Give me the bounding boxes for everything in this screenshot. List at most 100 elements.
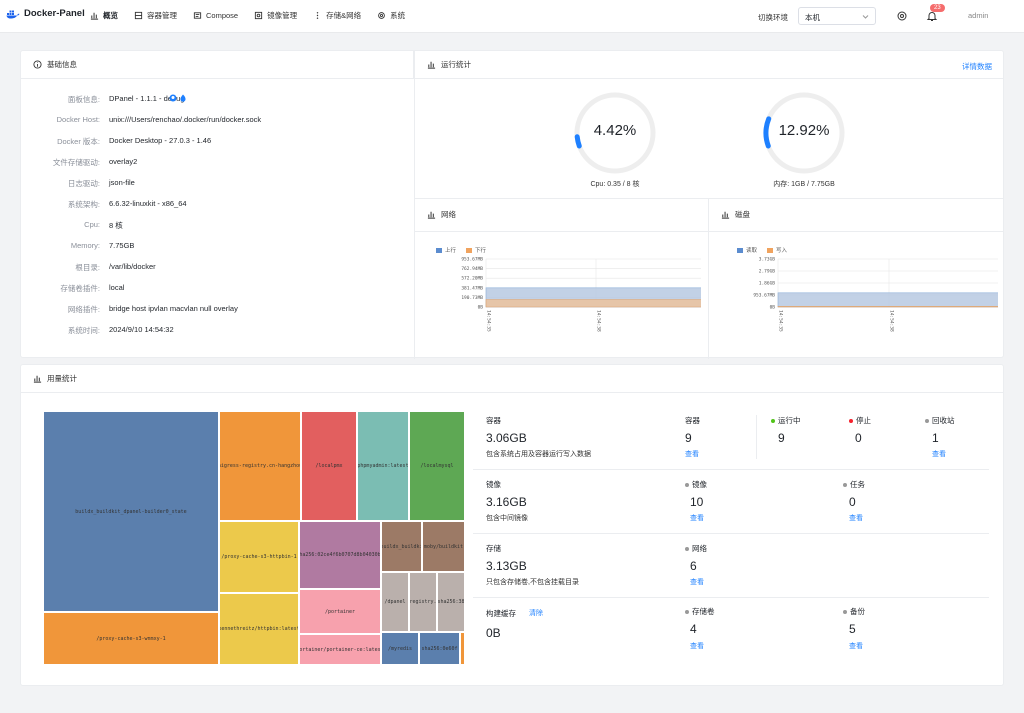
info-icon [33, 60, 42, 69]
nav-containers[interactable]: 容器管理 [134, 10, 177, 21]
nav-overview[interactable]: 概览 [90, 10, 118, 21]
details-link[interactable]: 详情数据 [962, 62, 992, 71]
x-tick-label: 14:54:38 [596, 310, 602, 332]
info-row: 存储卷插件: local [21, 283, 411, 295]
series-area-读取 [777, 292, 998, 308]
treemap-cell[interactable]: sha256:0e60f [419, 632, 460, 665]
info-value: 7.75GB [109, 241, 135, 250]
bar-chart-icon [721, 211, 730, 219]
treemap-cell[interactable]: buildx_buildkit_dpanel-builder0_state [43, 411, 219, 612]
settings-icon [378, 12, 385, 19]
trash-view-link[interactable]: 查看 [932, 451, 946, 458]
network-count: 6 [690, 559, 697, 573]
info-value: 2024/9/10 14:54:32 [109, 325, 174, 334]
info-row: 根目录: /var/lib/docker [21, 262, 411, 274]
y-tick-label: 3.73GB [759, 257, 776, 263]
env-label: 切换环境 [758, 13, 788, 22]
cpu-gauge [574, 92, 656, 174]
treemap-cell-label: /proxy-cache-s3-httpbin-1 [221, 554, 297, 560]
y-tick-label: 0B [770, 305, 776, 311]
container-view-link[interactable]: 查看 [685, 451, 699, 458]
task-view-link[interactable]: 查看 [849, 515, 863, 522]
container-size-title: 容器 [486, 416, 501, 425]
treemap-cell[interactable]: /localmysql [409, 411, 465, 521]
x-tick-label: 14:54:38 [889, 310, 895, 332]
info-key: 网络插件: [67, 305, 100, 314]
info-value: bridge host ipvlan macvlan null overlay [109, 304, 238, 313]
trash-count: 1 [932, 431, 939, 445]
nav-images[interactable]: 镜像管理 [254, 10, 297, 21]
bar-chart-icon [90, 12, 99, 20]
info-row: 网络插件: bridge host ipvlan macvlan null ove… [21, 304, 411, 316]
treemap-cell[interactable]: sha256:02ce4f6b0707d8b04030b6 [299, 521, 381, 589]
treemap-cell[interactable]: /dpanel [381, 572, 409, 632]
treemap-cell[interactable]: /localpmx [301, 411, 357, 521]
backup-view-link[interactable]: 查看 [849, 643, 863, 650]
disk-legend: 读取 写入 [737, 246, 787, 254]
brand[interactable]: Docker-Panel [6, 8, 85, 19]
bell-icon[interactable] [926, 10, 938, 22]
gitee-icon[interactable] [180, 94, 186, 102]
user-name[interactable]: admin [968, 11, 989, 20]
volume-dot [685, 610, 689, 615]
legend-download-label: 下行 [475, 248, 487, 254]
info-key: 系统架构: [67, 200, 100, 209]
legend-write: 写入 [767, 246, 787, 254]
usage-divider-3 [473, 597, 989, 598]
legend-upload: 上行 [436, 246, 456, 254]
nav-storage-network[interactable]: 存储&网络 [313, 10, 361, 21]
y-tick-label: 0B [478, 305, 484, 311]
cpu-caption: Cpu: 0.35 / 8 核 [590, 181, 640, 188]
panel-links [169, 94, 186, 102]
container-count: 9 [685, 431, 692, 445]
treemap-cell[interactable]: /portainer [299, 589, 381, 634]
container-divider [756, 415, 757, 459]
info-row: 文件存储驱动: overlay2 [21, 157, 411, 169]
clear-cache-link[interactable]: 清除 [529, 610, 543, 617]
nav-system[interactable]: 系统 [377, 10, 405, 21]
trash-label: 回收站 [925, 415, 955, 426]
treemap-cell[interactable]: /myredis [381, 632, 419, 665]
treemap-cell[interactable]: sha256:38 [437, 572, 465, 632]
storage-size: 3.13GB [486, 559, 527, 573]
nav-storage-network-label: 存储&网络 [326, 11, 362, 20]
info-key: Memory: [70, 241, 100, 250]
info-row: Docker Host: unix:///Users/renchao/.docke… [21, 115, 411, 127]
treemap-cell[interactable]: portainer/portainer-ce:latest [299, 634, 381, 665]
image-size: 3.16GB [486, 495, 527, 509]
treemap-cell-label: phpmyadmin:latest [357, 463, 409, 469]
treemap-cell[interactable]: kennethreitz/httpbin:latest [219, 593, 299, 665]
treemap-cell[interactable]: moby/buildkit [422, 521, 465, 572]
network-view-link[interactable]: 查看 [690, 579, 704, 586]
settings-gear-icon[interactable] [896, 10, 908, 22]
github-icon[interactable] [169, 94, 177, 102]
treemap-cell-label: /localpmx [315, 463, 343, 469]
nav-compose[interactable]: Compose [193, 10, 238, 21]
treemap-cell-label: portainer/portainer-ce:latest [299, 646, 381, 653]
y-tick-label: 953.67MB [753, 293, 775, 299]
env-select[interactable]: 本机 [798, 7, 876, 25]
image-icon [255, 11, 263, 20]
usage-treemap: buildx_buildkit_dpanel-builder0_state/pr… [43, 411, 465, 665]
series-area-下行 [485, 299, 701, 308]
trash-label-text: 回收站 [932, 416, 955, 425]
treemap-cell-label: /portainer [324, 608, 356, 615]
treemap-cell[interactable]: /proxy-cache-s3-httpbin-1 [219, 521, 299, 593]
treemap-cell[interactable]: /buildx_buildkit [381, 521, 422, 572]
backup-label-text: 备份 [850, 607, 865, 616]
image-count-label: 镜像 [685, 479, 707, 490]
storage-icon [316, 12, 319, 19]
info-key: 面板信息: [67, 95, 100, 104]
treemap-cell[interactable] [460, 632, 465, 665]
treemap-cell[interactable]: /proxy-cache-s3-wnmxy-1 [43, 612, 219, 665]
disk-header: 磁盘 [721, 209, 750, 220]
stopped-count: 0 [855, 431, 862, 445]
volume-view-link[interactable]: 查看 [690, 643, 704, 650]
treemap-cell[interactable]: phpmyadmin:latest [357, 411, 409, 521]
image-view-link[interactable]: 查看 [690, 515, 704, 522]
info-key: 系统时间: [67, 326, 100, 335]
treemap-cell[interactable]: higress-registry.cn-hangzhou [219, 411, 301, 521]
info-value: 6.6.32-linuxkit - x86_64 [109, 199, 187, 208]
treemap-cell[interactable]: registry. [409, 572, 437, 632]
